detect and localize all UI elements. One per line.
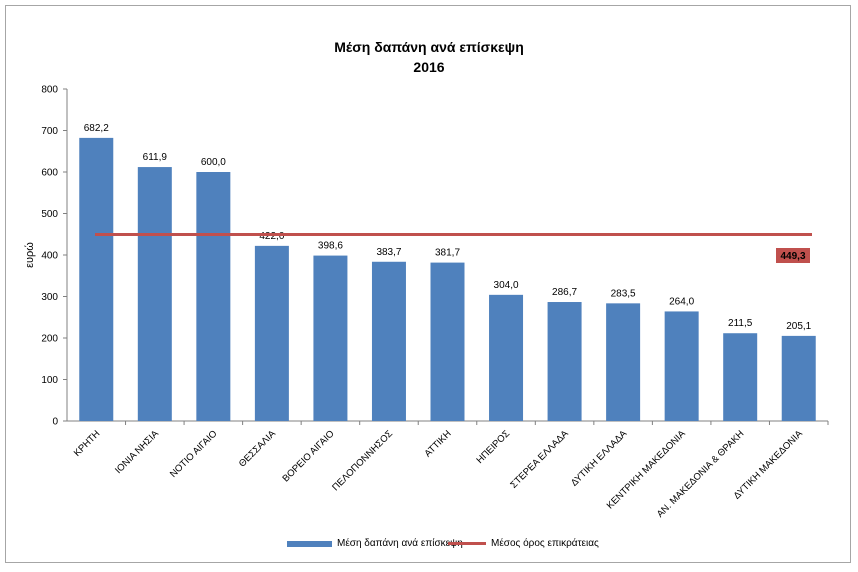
x-tick-label: ΝΟΤΙΟ ΑΙΓΑΙΟ	[168, 428, 220, 480]
y-tick-label: 100	[41, 375, 58, 386]
legend-swatch-average	[448, 542, 486, 545]
data-label: 383,7	[376, 247, 401, 258]
x-tick-label: ΙΟΝΙΑ ΝΗΣΙΑ	[113, 428, 161, 476]
legend-swatch-bars	[287, 540, 332, 547]
data-label: 398,6	[318, 241, 343, 252]
data-label: 611,9	[143, 152, 168, 163]
bar	[254, 245, 289, 421]
legend-label-bars: Μέση δαπάνη ανά επίσκεψη	[337, 538, 463, 549]
data-label: 264,0	[669, 296, 694, 307]
data-label: 422,0	[259, 231, 284, 242]
y-tick-label: 800	[41, 85, 58, 96]
chart-subtitle: 2016	[413, 59, 445, 75]
x-tick-label: ΣΤΕΡΕΑ ΕΛΛΑΔΑ	[508, 428, 571, 491]
x-tick-label: ΘΕΣΣΑΛΙΑ	[237, 428, 279, 470]
x-tick-label: ΒΟΡΕΙΟ ΑΙΓΑΙΟ	[281, 428, 337, 484]
data-label: 304,0	[494, 280, 519, 291]
data-label: 205,1	[786, 321, 811, 332]
y-tick-label: 500	[41, 209, 58, 220]
y-tick-label: 400	[41, 251, 58, 262]
bar	[606, 303, 641, 421]
bar	[664, 311, 699, 421]
data-label: 286,7	[552, 287, 577, 298]
data-label: 600,0	[201, 157, 226, 168]
bar	[489, 294, 524, 421]
y-tick-label: 0	[52, 417, 58, 428]
average-label: 449,3	[780, 251, 805, 262]
bar	[371, 261, 406, 421]
legend-item-average: Μέσος όρος επικράτειας	[448, 538, 599, 549]
bar	[313, 255, 348, 421]
chart-title: Μέση δαπάνη ανά επίσκεψη	[334, 39, 524, 55]
x-tick-label: ΑΤΤΙΚΗ	[422, 428, 453, 459]
average-label-box	[776, 248, 810, 263]
legend-item-bars: Μέση δαπάνη ανά επίσκεψη	[287, 538, 463, 549]
data-label: 211,5	[728, 318, 753, 329]
legend-label-average: Μέσος όρος επικράτειας	[491, 538, 599, 549]
data-label: 682,2	[84, 123, 109, 134]
x-tick-label: ΗΠΕΙΡΟΣ	[474, 428, 512, 466]
data-label: 381,7	[435, 248, 460, 259]
bar	[196, 172, 231, 421]
bar	[430, 262, 465, 421]
y-tick-label: 200	[41, 334, 58, 345]
bar	[723, 333, 758, 421]
y-tick-label: 600	[41, 168, 58, 179]
y-tick-label: 300	[41, 292, 58, 303]
data-label: 283,5	[611, 288, 636, 299]
y-tick-label: 700	[41, 126, 58, 137]
bar	[137, 167, 172, 421]
x-tick-label: ΚΡΗΤΗ	[72, 428, 103, 459]
x-tick-label: ΔΥΤΙΚΗ ΕΛΛΑΔΑ	[569, 428, 630, 489]
bar	[781, 335, 816, 421]
bar	[547, 302, 582, 421]
x-tick-label: ΠΕΛΟΠΟΝΝΗΣΟΣ	[330, 428, 395, 493]
y-axis-label: ευρώ	[24, 242, 36, 268]
bar	[79, 137, 114, 421]
